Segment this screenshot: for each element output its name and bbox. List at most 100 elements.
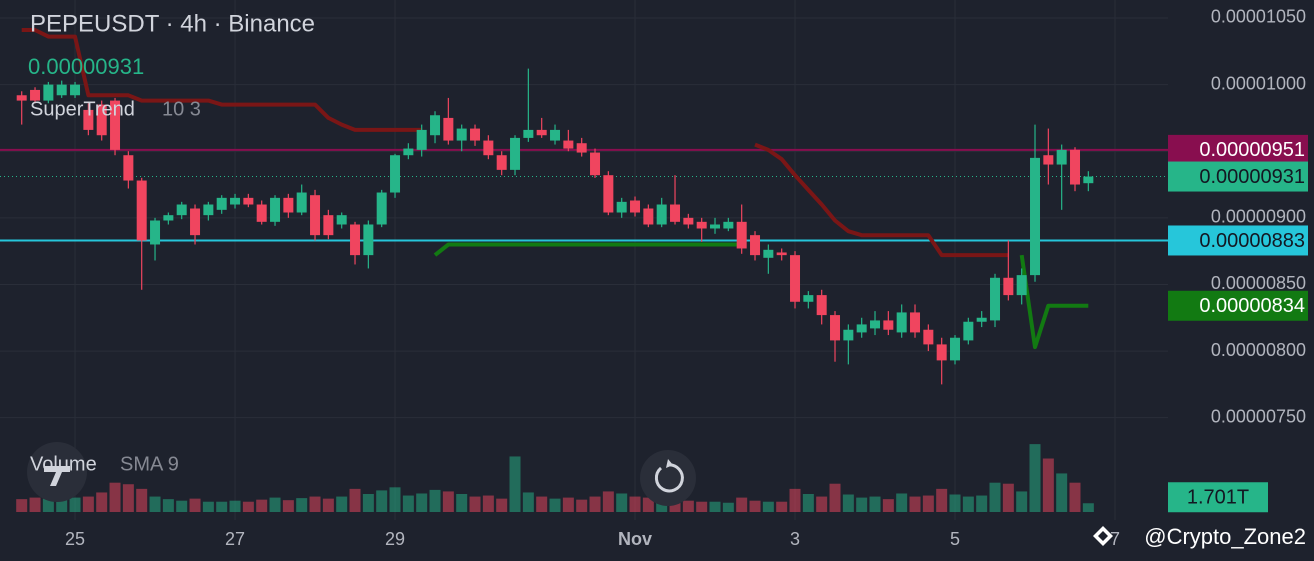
volume-bar bbox=[309, 496, 321, 512]
candle-body bbox=[883, 320, 894, 330]
volume-bar bbox=[322, 498, 334, 512]
volume-bar bbox=[442, 491, 454, 512]
price-badge-label: 0.00000931 bbox=[1199, 166, 1305, 188]
volume-bar bbox=[362, 494, 374, 512]
volume-bar bbox=[722, 502, 734, 512]
indicator-name[interactable]: Volume bbox=[30, 453, 97, 475]
reset-button[interactable] bbox=[640, 450, 696, 506]
candle-body bbox=[816, 295, 827, 316]
candle-body bbox=[976, 317, 987, 322]
candle-body bbox=[1043, 155, 1054, 165]
volume-bar bbox=[509, 456, 521, 512]
volume-bar bbox=[216, 501, 228, 512]
volume-bar bbox=[176, 500, 188, 512]
volume-badge bbox=[1168, 482, 1268, 513]
volume-bar bbox=[376, 490, 388, 512]
volume-bar bbox=[1082, 503, 1094, 512]
candle-body bbox=[470, 128, 481, 141]
candle-body bbox=[150, 220, 161, 245]
candle-body bbox=[363, 224, 374, 256]
candle-body bbox=[576, 143, 587, 153]
y-tick-label: 0.00000800 bbox=[1211, 340, 1306, 360]
indicator-params: SMA 9 bbox=[120, 453, 179, 475]
candle-body bbox=[856, 324, 867, 333]
candle-body bbox=[510, 137, 521, 170]
candle-body bbox=[390, 155, 401, 193]
candle-body bbox=[70, 84, 81, 96]
last-price: 0.00000931 bbox=[28, 54, 144, 79]
y-tick-label: 0.00001000 bbox=[1211, 73, 1306, 93]
candle-body bbox=[416, 129, 427, 150]
volume-bar bbox=[269, 497, 281, 512]
candle-body bbox=[936, 344, 947, 361]
candle-body bbox=[1083, 176, 1094, 184]
candle-body bbox=[843, 329, 854, 341]
volume-bar bbox=[936, 488, 948, 512]
level-badge bbox=[1168, 225, 1308, 256]
candle-body bbox=[203, 204, 214, 216]
candle-body bbox=[776, 252, 787, 256]
indicator-name[interactable]: SuperTrend bbox=[30, 98, 135, 120]
candle-body bbox=[710, 224, 721, 229]
volume-bar bbox=[669, 498, 681, 512]
candle-body bbox=[736, 221, 747, 249]
volume-bar bbox=[189, 498, 201, 512]
volume-bar bbox=[1056, 473, 1068, 512]
candle-body bbox=[270, 197, 281, 222]
volume-bar bbox=[829, 483, 841, 512]
volume-bar bbox=[1002, 483, 1014, 512]
y-tick-label: 0.00000850 bbox=[1211, 273, 1306, 293]
volume-bar bbox=[776, 501, 788, 512]
volume-bar bbox=[616, 493, 628, 512]
x-tick-label: 27 bbox=[225, 529, 245, 549]
candle-body bbox=[616, 201, 627, 213]
price-badge bbox=[1168, 161, 1308, 192]
volume-bar bbox=[962, 496, 974, 512]
candle-body bbox=[56, 84, 67, 96]
level-badge-label: 0.00000951 bbox=[1199, 139, 1305, 161]
candle-body bbox=[443, 117, 454, 141]
candle-body bbox=[496, 155, 507, 170]
volume-bar bbox=[856, 497, 868, 512]
volume-bar bbox=[402, 495, 414, 512]
volume-bar bbox=[82, 496, 94, 512]
volume-bar bbox=[922, 495, 934, 512]
reset-arrow bbox=[666, 459, 673, 468]
candle-body bbox=[190, 208, 201, 236]
y-tick-label: 0.00000750 bbox=[1211, 406, 1306, 426]
volume-bar bbox=[749, 500, 761, 512]
x-tick-label: Nov bbox=[618, 529, 652, 549]
volume-bar bbox=[469, 496, 481, 512]
candle-body bbox=[483, 140, 494, 156]
reset-icon bbox=[654, 463, 684, 493]
candle-body bbox=[830, 315, 841, 341]
level-badge bbox=[1168, 134, 1308, 165]
candle-body bbox=[550, 129, 561, 141]
candle-body bbox=[1070, 149, 1081, 185]
volume-bar bbox=[976, 495, 988, 512]
indicator-params: 10 3 bbox=[162, 98, 201, 120]
volume-bar bbox=[229, 500, 241, 512]
volume-bar bbox=[816, 496, 828, 512]
volume-bar bbox=[709, 501, 721, 512]
candle-body bbox=[803, 295, 814, 302]
candle-body bbox=[123, 155, 134, 181]
volume-bar bbox=[842, 494, 854, 512]
volume-bar bbox=[482, 495, 494, 512]
volume-bar bbox=[602, 491, 614, 512]
candle-body bbox=[243, 197, 254, 205]
candle-body bbox=[870, 320, 881, 329]
volume-bar bbox=[589, 496, 601, 512]
supertrend-line bbox=[21, 28, 1009, 258]
x-tick-label: 3 bbox=[790, 529, 800, 549]
volume-bar bbox=[642, 497, 654, 512]
candle-body bbox=[790, 255, 801, 302]
volume-bar bbox=[802, 494, 814, 512]
candle-body bbox=[603, 175, 614, 213]
chart-title: PEPEUSDT · 4h · Binance bbox=[30, 10, 315, 37]
volume-bar bbox=[762, 501, 774, 512]
volume-bar bbox=[882, 499, 894, 512]
candle-body bbox=[296, 192, 307, 213]
candle-body bbox=[43, 84, 54, 101]
